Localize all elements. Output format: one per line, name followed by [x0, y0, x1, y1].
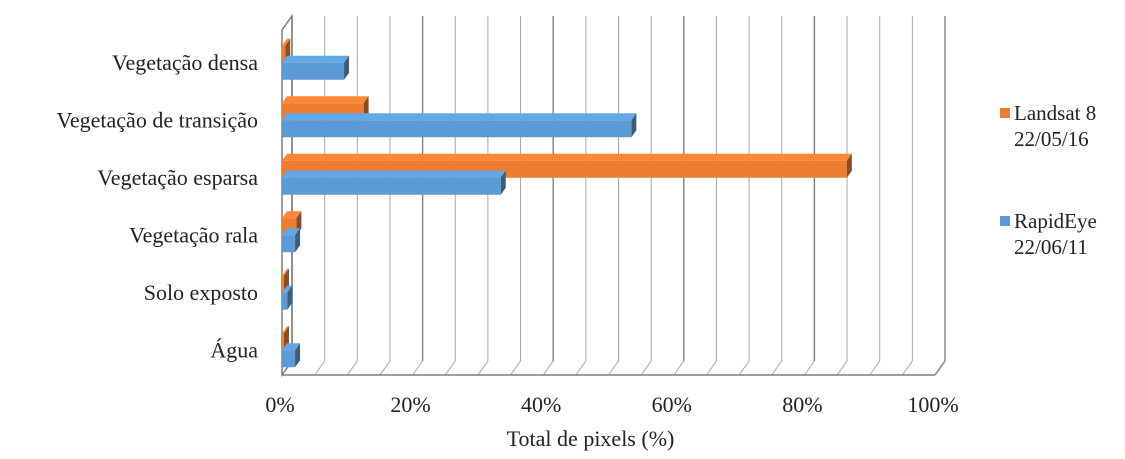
bar-rapideye-5-top [282, 343, 301, 351]
bar-landsat-5-top [282, 326, 289, 334]
category-label-5: Água [210, 337, 258, 362]
floor-gridline-11 [640, 360, 652, 376]
bar-rapideye-1-end [631, 113, 637, 138]
category-label-2: Vegetação esparsa [97, 165, 258, 190]
x-tick-label-4: 80% [782, 392, 822, 417]
legend-swatch-landsat [1000, 108, 1010, 118]
floor-right-edge [934, 360, 946, 376]
category-label-1: Vegetação de transição [56, 107, 258, 132]
bar-rapideye-4-end [287, 285, 293, 310]
bar-rapideye-3 [282, 235, 296, 253]
legend-label-rapideye: RapidEye 22/06/11 [1014, 208, 1097, 260]
floor-gridline-3 [379, 360, 391, 376]
floor-gridline-6 [477, 360, 489, 376]
floor-gridline-5 [444, 360, 456, 376]
bar-landsat-3-top [282, 211, 302, 219]
legend-label-landsat-line2: 22/05/16 [1014, 127, 1089, 151]
floor-gridline-15 [771, 360, 783, 376]
bar-landsat-2-top [282, 153, 852, 161]
bar-rapideye-4-top [282, 285, 293, 293]
bar-rapideye-0-top [282, 55, 350, 63]
bar-rapideye-4 [282, 292, 288, 310]
bar-rapideye-0-end [344, 55, 350, 80]
floor-gridline-2 [346, 360, 358, 376]
floor-gridline-19 [901, 360, 913, 376]
floor-gridline-4 [412, 360, 424, 376]
x-tick-label-5: 100% [907, 392, 958, 417]
category-label-4: Solo exposto [144, 280, 258, 305]
bar-rapideye-5 [282, 350, 296, 368]
x-tick-label-0: 0% [265, 392, 294, 417]
bar-landsat-4-top [282, 268, 289, 276]
bar-landsat-1-top [282, 96, 369, 104]
floor-gridline-9 [575, 360, 587, 376]
x-axis-title: Total de pixels (%) [507, 426, 675, 451]
x-tick-label-1: 20% [390, 392, 430, 417]
legend-label-rapideye-line2: 22/06/11 [1014, 235, 1088, 259]
bar-rapideye-3-top [282, 228, 301, 236]
bar-landsat-4 [282, 275, 284, 293]
floor-gridline-18 [869, 360, 881, 376]
floor-gridline-10 [608, 360, 619, 376]
bar-rapideye-1 [282, 120, 632, 138]
floor-gridline-14 [738, 360, 750, 376]
bar-landsat-0 [282, 45, 286, 63]
bar-rapideye-2-end [500, 170, 506, 195]
category-label-0: Vegetação densa [112, 50, 258, 75]
legend-label-rapideye-line1: RapidEye [1014, 209, 1097, 233]
legend-swatch-rapideye [1000, 216, 1010, 226]
legend-label-landsat-line1: Landsat 8 [1014, 101, 1097, 125]
floor-gridline-13 [706, 360, 717, 376]
x-tick-label-3: 60% [652, 392, 692, 417]
bar-rapideye-5-end [295, 343, 301, 368]
floor-gridline-1 [314, 360, 326, 376]
x-tick-label-2: 40% [521, 392, 561, 417]
bar-landsat-0-top [282, 38, 291, 46]
legend-label-landsat: Landsat 8 22/05/16 [1014, 100, 1096, 152]
floor-gridline-17 [836, 360, 848, 376]
bar-rapideye-0 [282, 62, 345, 80]
category-label-3: Vegetação rala [129, 222, 258, 247]
floor-gridline-7 [510, 360, 521, 376]
bar-landsat-5 [282, 333, 284, 351]
floor-gridline-16 [803, 360, 815, 376]
floor-gridline-12 [673, 360, 685, 376]
bar-rapideye-3-end [295, 228, 301, 253]
bar-rapideye-2-top [282, 170, 506, 178]
bar-landsat-2-end [846, 153, 852, 178]
floor-gridline-8 [542, 360, 554, 376]
bar-rapideye-2 [282, 177, 501, 195]
bar-rapideye-1-top [282, 113, 637, 121]
